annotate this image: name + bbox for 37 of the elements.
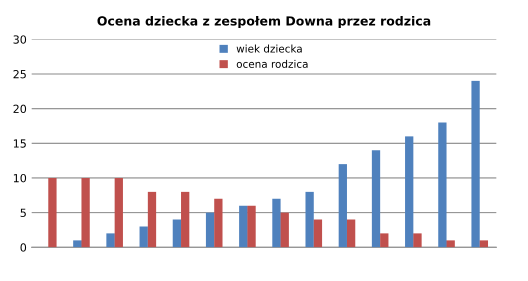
bar bbox=[172, 220, 182, 248]
bar bbox=[346, 220, 356, 248]
chart-title: Ocena dziecka z zespołem Downa przez rodzica bbox=[97, 16, 430, 28]
y-tick-label: 25 bbox=[13, 70, 26, 78]
bar bbox=[438, 122, 447, 248]
bar bbox=[446, 240, 455, 248]
y-tick-label: 5 bbox=[20, 208, 26, 218]
bar bbox=[280, 212, 289, 248]
bar bbox=[247, 206, 256, 248]
legend-label: wiek dziecka bbox=[236, 44, 302, 53]
y-tick-label: 30 bbox=[14, 35, 26, 44]
bar bbox=[314, 220, 322, 248]
y-tick-label: 10 bbox=[14, 174, 26, 182]
bar bbox=[81, 178, 90, 248]
bar bbox=[405, 136, 414, 248]
bar bbox=[239, 206, 248, 248]
bar bbox=[372, 150, 380, 248]
bar bbox=[305, 192, 314, 248]
bar bbox=[48, 178, 57, 248]
y-tick-label: 20 bbox=[13, 104, 26, 114]
legend-label: ocena rodzica bbox=[236, 60, 308, 68]
bar bbox=[272, 198, 281, 248]
bar bbox=[471, 80, 480, 248]
bar bbox=[73, 240, 82, 248]
y-tick-label: 0 bbox=[20, 243, 26, 252]
bar bbox=[148, 192, 156, 248]
bar bbox=[214, 198, 223, 248]
bar bbox=[380, 233, 388, 248]
bar bbox=[140, 226, 148, 248]
bar bbox=[206, 212, 214, 248]
bar bbox=[338, 164, 347, 248]
y-tick-label: 15 bbox=[14, 139, 26, 148]
bar bbox=[480, 240, 488, 248]
bar bbox=[413, 233, 422, 248]
bar bbox=[106, 233, 115, 248]
bar bbox=[114, 178, 123, 248]
bar bbox=[181, 192, 190, 248]
